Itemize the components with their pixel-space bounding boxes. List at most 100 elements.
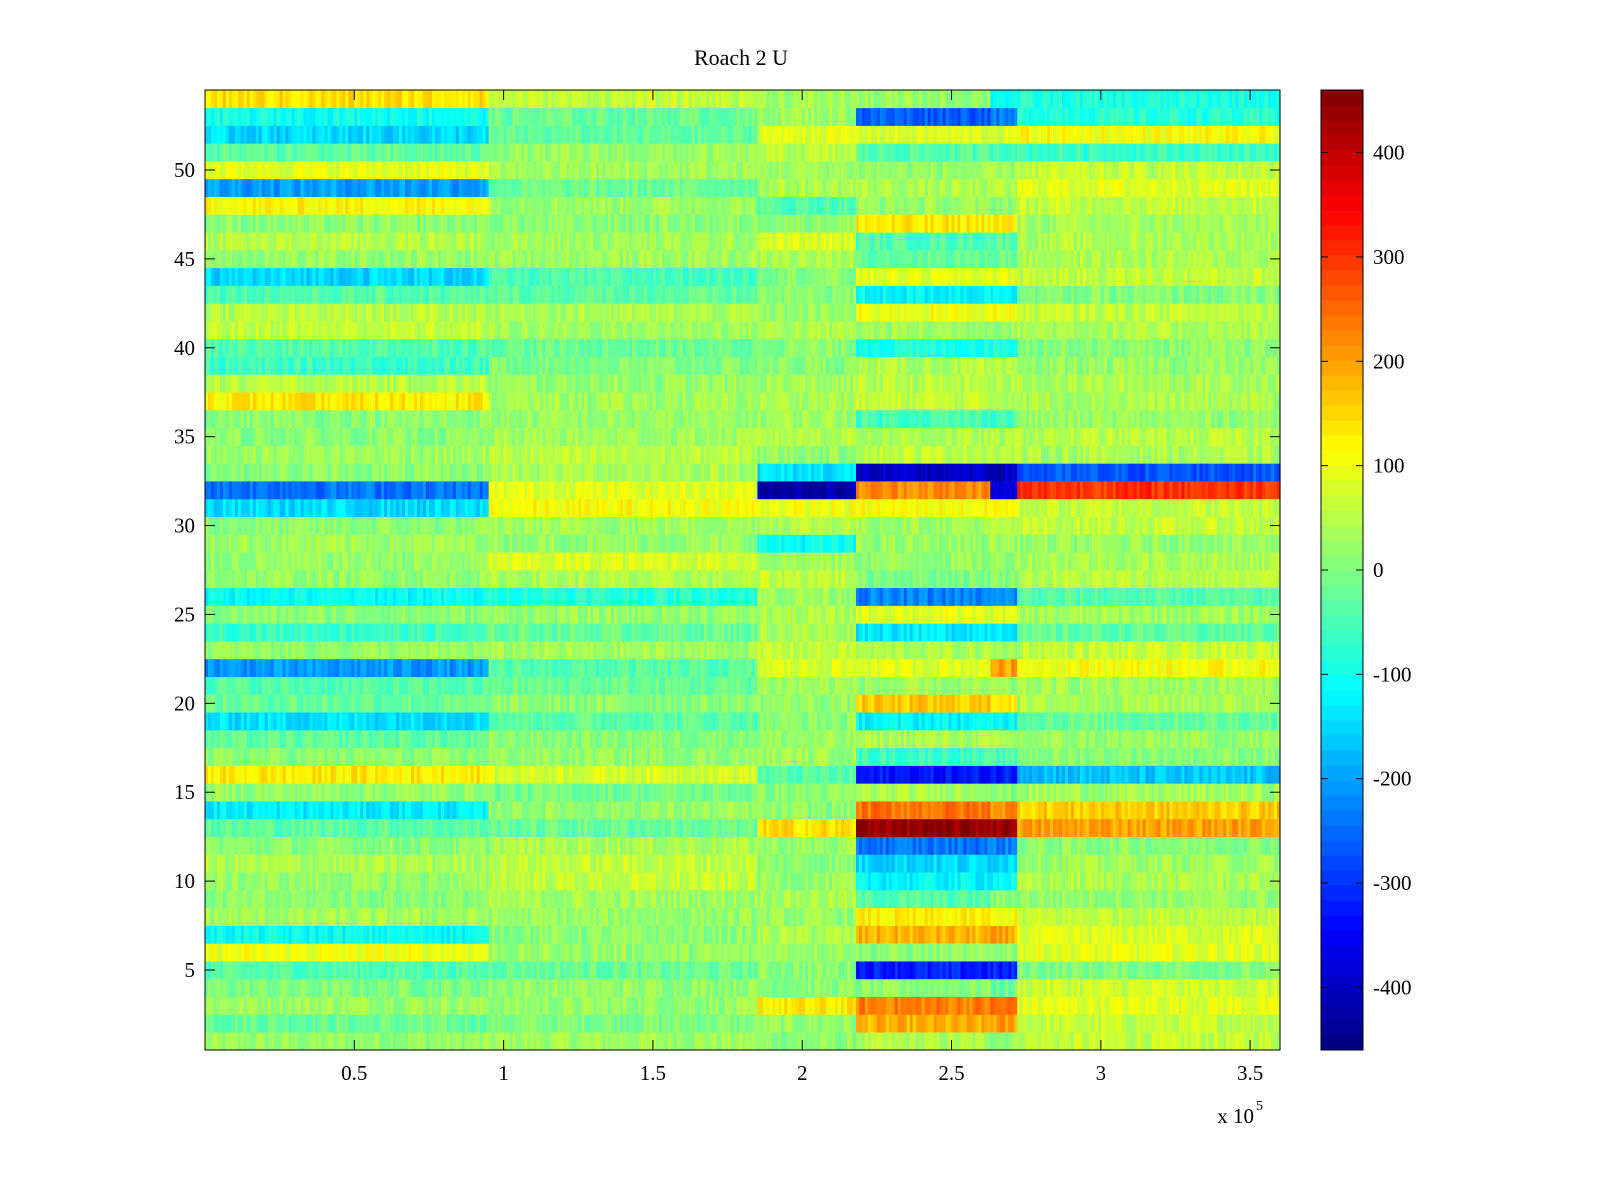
heatmap-cell [267,996,272,1015]
heatmap-cell [903,978,908,997]
heatmap-cell [533,978,538,997]
heatmap-cell [691,1014,696,1033]
heatmap-cell [1127,978,1132,997]
heatmap-cell [706,1014,711,1033]
heatmap-cell [1023,961,1027,980]
heatmap-cell [643,1032,648,1051]
heatmap-cell [539,961,544,980]
heatmap-cell [969,1032,974,1051]
heatmap-cell [1208,1032,1212,1051]
heatmap-cell [1172,1014,1177,1033]
heatmap-cell [1178,961,1183,980]
heatmap-cell [422,961,427,980]
heatmap-cell [817,996,821,1015]
heatmap-cell [1247,996,1251,1015]
heatmap-cell [378,961,382,980]
heatmap-cell [384,1032,388,1051]
heatmap-cell [363,1014,367,1033]
heatmap-cell [602,1032,606,1051]
heatmap-cell [1029,996,1033,1015]
heatmap-cell [464,961,469,980]
heatmap-cell [706,961,711,980]
heatmap-cell [1271,1014,1275,1033]
heatmap-cell [1065,1032,1069,1051]
heatmap-cell [733,943,738,962]
heatmap-cell [975,1014,980,1033]
heatmap-cell [1094,1014,1099,1033]
heatmap-cell [646,996,651,1015]
heatmap-cell [897,978,902,997]
heatmap-cell [518,1032,523,1051]
heatmap-cell [488,996,493,1015]
heatmap-cell [954,1032,959,1051]
heatmap-cell [414,961,418,980]
heatmap-cell [736,996,741,1015]
heatmap-cell [1136,978,1141,997]
heatmap-cell [614,1032,618,1051]
heatmap-cell [1100,1032,1105,1051]
heatmap-cell [213,996,218,1015]
heatmap-cell [599,1032,603,1051]
heatmap-cell [411,943,415,962]
heatmap-cell [1223,996,1227,1015]
heatmap-cell [885,996,890,1015]
heatmap-cell [847,961,851,980]
heatmap-cell [458,978,463,997]
heatmap-cell [921,996,926,1015]
heatmap-cell [521,1032,526,1051]
heatmap-cell [324,996,329,1015]
heatmap-cell [1277,996,1281,1015]
heatmap-cell [1172,1032,1177,1051]
heatmap-cell [425,961,430,980]
heatmap-cell [470,996,475,1015]
heatmap-cell [742,961,747,980]
heatmap-cell [987,1032,991,1051]
heatmap-cell [1238,996,1242,1015]
heatmap-cell [933,1014,938,1033]
heatmap-cell [300,1032,305,1051]
heatmap-cell [766,943,770,962]
heatmap-cell [1265,978,1269,997]
heatmap-cell [213,943,218,962]
heatmap-cell [655,978,660,997]
heatmap-cell [506,961,511,980]
heatmap-cell [1268,978,1272,997]
heatmap-cell [1100,1014,1105,1033]
heatmap-cell [661,978,666,997]
heatmap-cell [727,943,732,962]
heatmap-cell [637,996,642,1015]
heatmap-cell [626,943,630,962]
heatmap-cell [560,961,564,980]
heatmap-cell [387,943,391,962]
heatmap-cell [724,996,729,1015]
heatmap-cell [927,1014,932,1033]
heatmap-cell [990,996,994,1015]
heatmap-cell [602,978,606,997]
heatmap-cell [978,978,982,997]
heatmap-cell [584,1032,588,1051]
heatmap-cell [1115,978,1120,997]
heatmap-cell [557,1014,561,1033]
heatmap-cell [623,1032,627,1051]
heatmap-cell [207,1032,212,1051]
heatmap-cell [629,1014,633,1033]
heatmap-cell [667,1014,672,1033]
heatmap-cell [243,1032,248,1051]
heatmap-cell [1044,1014,1048,1033]
heatmap-cell [222,996,227,1015]
heatmap-cell [766,996,770,1015]
heatmap-cell [667,961,672,980]
heatmap-cell [945,1032,950,1051]
heatmap-cell [649,1014,654,1033]
heatmap-cell [405,978,409,997]
heatmap-cell [1223,961,1227,980]
heatmap-cell [1106,1014,1111,1033]
heatmap-cell [879,961,884,980]
heatmap-cell [587,996,591,1015]
heatmap-cell [578,961,582,980]
heatmap-cell [542,996,547,1015]
heatmap-cell [1277,978,1281,997]
heatmap-cell [858,978,863,997]
heatmap-cell [802,1032,806,1051]
heatmap-cell [479,978,484,997]
